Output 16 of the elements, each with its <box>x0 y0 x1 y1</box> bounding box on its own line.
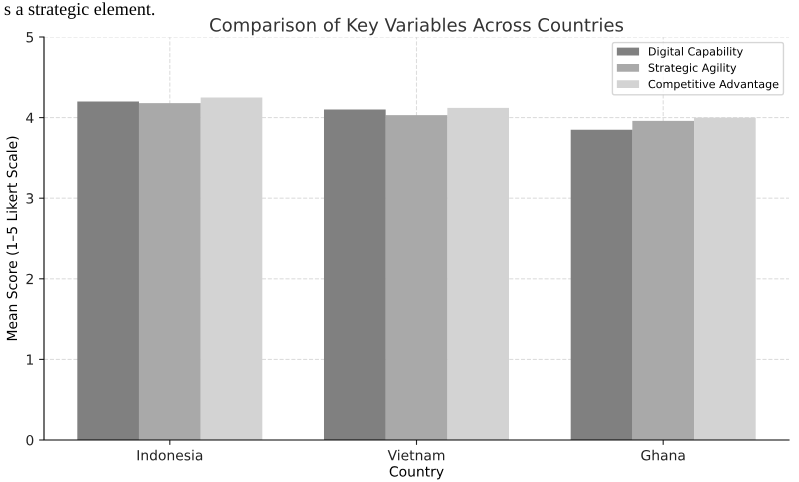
legend-label: Digital Capability <box>649 47 743 58</box>
x-tick-label: Vietnam <box>388 450 444 460</box>
y-tick-label: 2 <box>26 274 33 284</box>
y-tick-label: 4 <box>26 112 34 123</box>
y-tick-label: 1 <box>26 354 33 365</box>
chart-title: Comparison of Key Variables Across Countries <box>210 18 624 36</box>
y-axis-title: Mean Score (1–5 Likert Scale) <box>6 136 19 340</box>
legend-label: Strategic Agility <box>648 63 736 74</box>
x-axis-title: Country <box>390 466 444 480</box>
legend-label: Competitive Advantage <box>648 80 778 90</box>
y-tick-label: 3 <box>26 193 34 204</box>
text: s a strategic element. <box>4 2 154 19</box>
y-tick-label: 5 <box>26 32 34 42</box>
y-tick-label: 0 <box>26 434 34 446</box>
x-tick-label: Ghana <box>641 450 685 460</box>
x-tick-label: Indonesia <box>138 450 202 460</box>
